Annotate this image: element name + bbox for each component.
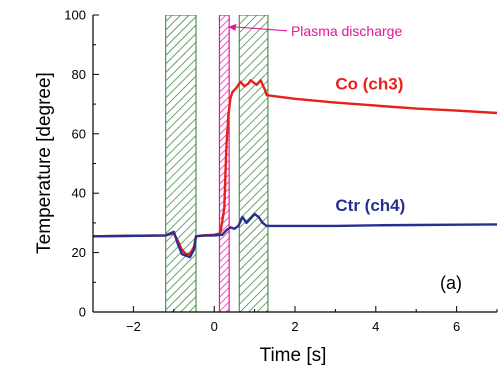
plasma-region [218,15,230,312]
x-axis-title: Time [s] [260,345,327,366]
y-tick-label-100: 100 [64,8,86,23]
y-axis-title: Temperature [degree] [34,72,55,254]
series-label-0: Co (ch3) [335,74,403,93]
series-label-1: Ctr (ch4) [335,196,405,215]
y-tick-label-40: 40 [72,186,86,201]
shaded-region-0 [165,15,197,312]
annotation-text: Plasma discharge [291,23,402,39]
shaded-region-1 [238,15,269,312]
x-tick-label-4: 4 [372,319,379,334]
y-tick-label-0: 0 [79,305,86,320]
x-tick-label-6: 6 [453,319,460,334]
series-line-1 [93,212,497,259]
x-tick-label-2: 2 [291,319,298,334]
annotation-arrow-line [234,26,288,32]
y-tick-label-80: 80 [72,67,86,82]
x-tick-label-0: 0 [211,319,218,334]
y-tick-label-20: 20 [72,245,86,260]
x-tick-label--2: −2 [126,319,141,334]
series-line-0 [93,79,497,256]
y-tick-label-60: 60 [72,126,86,141]
annotation-arrow-head [228,23,237,31]
panel-label: (a) [440,273,462,293]
